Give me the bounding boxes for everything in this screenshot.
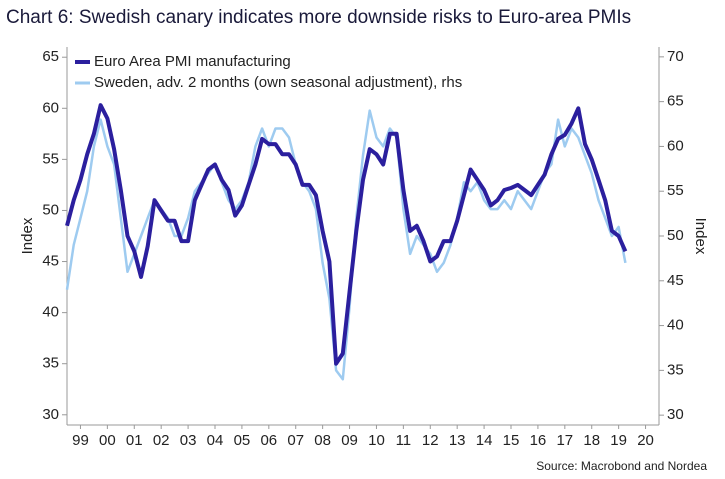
x-tick-label: 13: [449, 432, 466, 449]
y-tick-label: 60: [42, 99, 59, 116]
x-tick-label: 09: [341, 432, 358, 449]
chart-title: Chart 6: Swedish canary indicates more d…: [6, 7, 631, 28]
y2-tick-label: 30: [667, 406, 684, 423]
y-tick-label: 45: [42, 253, 59, 270]
x-tick-label: 06: [260, 432, 277, 449]
y-tick-label: 30: [42, 406, 59, 423]
x-tick-label: 16: [530, 432, 547, 449]
y2-axis-label: Index: [692, 218, 709, 255]
source: Source: Macrobond and Nordea: [536, 459, 707, 473]
y2-tick-label: 40: [667, 317, 684, 334]
y-tick-label: 35: [42, 355, 59, 372]
y-tick-label: 40: [42, 304, 59, 321]
legend-label: Euro Area PMI manufacturing: [94, 53, 291, 70]
y2-tick-label: 35: [667, 361, 684, 378]
x-tick-label: 12: [422, 432, 439, 449]
y2-tick-label: 65: [667, 93, 684, 110]
x-tick-label: 02: [153, 432, 170, 449]
series-line: [65, 103, 628, 366]
y-tick-label: 55: [42, 150, 59, 167]
y-tick-label: 65: [42, 48, 59, 65]
x-tick-label: 00: [99, 432, 116, 449]
x-tick-label: 01: [126, 432, 143, 449]
x-tick-label: 07: [287, 432, 304, 449]
x-tick-label: 20: [637, 432, 654, 449]
x-tick-label: 18: [583, 432, 600, 449]
x-tick-label: 11: [396, 432, 412, 449]
y-axis-label: Index: [19, 217, 36, 254]
x-tick-label: 05: [234, 432, 251, 449]
x-tick-label: 15: [503, 432, 520, 449]
legend-label: Sweden, adv. 2 months (own seasonal adju…: [94, 74, 462, 91]
x-tick-label: 03: [180, 432, 197, 449]
y2-tick-label: 70: [667, 48, 684, 65]
y2-tick-label: 50: [667, 227, 684, 244]
x-tick-label: 10: [368, 432, 385, 449]
y-tick-label: 50: [42, 201, 59, 218]
y2-tick-label: 45: [667, 272, 684, 289]
x-tick-label: 08: [314, 432, 331, 449]
x-tick-label: 04: [207, 432, 224, 449]
y2-tick-label: 60: [667, 137, 684, 154]
y2-tick-label: 55: [667, 182, 684, 199]
x-tick-label: 19: [610, 432, 627, 449]
x-tick-label: 14: [476, 432, 493, 449]
x-tick-label: 99: [72, 432, 89, 449]
x-tick-label: 17: [556, 432, 573, 449]
